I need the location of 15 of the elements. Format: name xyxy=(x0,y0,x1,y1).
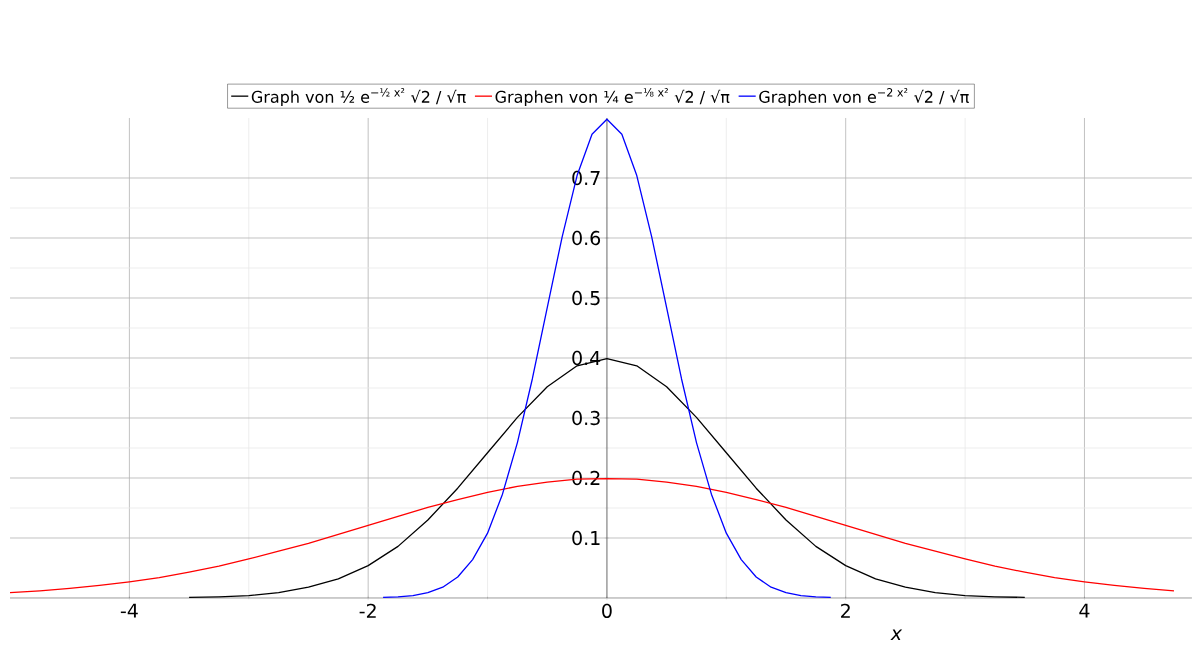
y-tick-label: 0.6 xyxy=(572,230,601,246)
legend-label: Graphen von e$^{−2 x²}$ √2 / √π xyxy=(759,88,969,107)
x-tick-label: -2 xyxy=(359,603,376,618)
x-axis-title: x xyxy=(890,629,903,640)
legend-label: Graphen von ¼ e$^{−⅛ x²}$ √2 / √π xyxy=(495,88,730,107)
x-tick-label: 4 xyxy=(1079,603,1090,618)
y-tick-label: 0.4 xyxy=(572,350,601,366)
line-series xyxy=(382,118,832,599)
y-tick-label: 0.5 xyxy=(572,290,600,306)
x-tick-label: -4 xyxy=(120,603,138,618)
x-tick-label: 0 xyxy=(602,603,612,619)
legend-label: Graph von ½ e$^{−½ x²}$ √2 / √π xyxy=(251,88,466,107)
x-tick-label: 2 xyxy=(841,603,850,618)
y-tick-label: 0.3 xyxy=(572,410,600,426)
y-tick-label: 0.1 xyxy=(572,530,600,546)
